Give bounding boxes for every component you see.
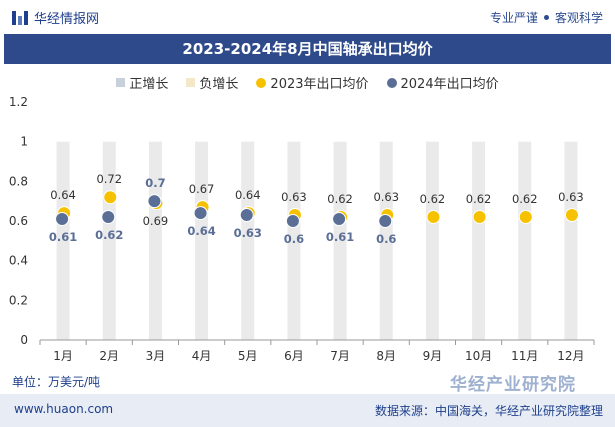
x-tick-label: 8月: [376, 349, 396, 363]
footer: www.huaon.com 数据来源：中国海关，华经产业研究院整理: [0, 394, 615, 427]
y-tick-label: 1.2: [9, 95, 28, 109]
point-2024: [285, 214, 300, 228]
data-label-2023: 0.62: [466, 192, 492, 206]
watermark-logo: 华经产业研究院: [450, 375, 576, 395]
data-label-2023: 0.63: [373, 190, 399, 204]
footer-url[interactable]: www.huaon.com: [14, 402, 114, 416]
slogan-left: 专业严谨: [489, 11, 538, 25]
x-tick-label: 7月: [330, 349, 350, 363]
legend: 正增长 负增长 2023年出口均价 2024年出口均价: [0, 73, 615, 92]
bar: [148, 141, 162, 340]
legend-swatch-2024: [386, 77, 397, 88]
x-tick-label: 6月: [284, 349, 304, 363]
point-2024: [101, 210, 116, 225]
y-tick-label: 0.4: [9, 254, 28, 268]
data-label-2023: 0.64: [235, 188, 261, 202]
x-tick-label: 4月: [192, 349, 212, 363]
bar: [333, 141, 347, 340]
data-label-2023: 0.62: [327, 192, 353, 206]
brand-name: 华经情报网: [34, 12, 100, 27]
bar: [518, 141, 532, 340]
data-label-2024: 0.61: [49, 230, 77, 244]
data-label-2023: 0.63: [558, 190, 584, 204]
x-tick-label: 1月: [53, 349, 73, 363]
point-2024: [55, 212, 70, 227]
data-label-2024: 0.62: [95, 228, 123, 242]
slogan-dot-icon: [543, 15, 549, 20]
point-2024: [147, 194, 162, 209]
chart-title: 2023-2024年8月中国轴承出口均价: [4, 34, 611, 64]
point-2023: [103, 190, 118, 205]
data-label-2024: 0.61: [326, 230, 354, 244]
bar: [287, 141, 301, 340]
point-2024: [193, 206, 208, 221]
legend-label-positive: 正增长: [129, 77, 169, 92]
data-label-2024: 0.63: [234, 226, 262, 240]
y-tick-label: 0.2: [9, 293, 28, 307]
unit-label: 单位：万美元/吨: [12, 375, 101, 389]
point-2023: [472, 210, 487, 225]
bar: [564, 141, 578, 340]
bar: [472, 141, 486, 340]
data-label-2023: 0.63: [281, 190, 307, 204]
data-label-2023: 0.67: [189, 182, 215, 196]
point-2023: [564, 208, 579, 223]
slogan: 专业严谨 客观科学: [490, 9, 603, 26]
bar: [425, 141, 439, 340]
data-label-2024: 0.64: [187, 224, 215, 238]
y-tick-label: 0.6: [9, 214, 28, 228]
legend-item-2024: 2024年出口均价: [386, 73, 499, 92]
data-label-2024: 0.6: [284, 232, 304, 246]
legend-item-positive: 正增长: [116, 73, 168, 92]
bar: [195, 141, 209, 340]
x-tick-label: 12月: [557, 349, 584, 363]
brand-logo-icon: [12, 10, 28, 25]
data-label-2023: 0.69: [143, 214, 169, 228]
point-2024: [378, 214, 393, 228]
data-label-2023: 0.62: [420, 192, 446, 206]
data-label-2024: 0.6: [376, 232, 396, 246]
x-tick-label: 3月: [146, 349, 166, 363]
legend-item-2023: 2023年出口均价: [256, 73, 369, 92]
y-tick-label: 1: [20, 135, 28, 149]
data-label-2023: 0.64: [50, 188, 76, 202]
legend-label-2024: 2024年出口均价: [400, 77, 499, 92]
legend-label-2023: 2023年出口均价: [270, 77, 369, 92]
bar: [241, 141, 255, 340]
legend-item-negative: 负增长: [186, 73, 238, 92]
point-2023: [426, 210, 441, 225]
point-2024: [239, 208, 254, 223]
data-label-2024: 0.7: [145, 176, 165, 190]
x-tick-label: 9月: [423, 349, 443, 363]
point-2024: [332, 212, 347, 227]
legend-swatch-2023: [256, 77, 267, 88]
legend-label-negative: 负增长: [199, 77, 239, 92]
slogan-right: 客观科学: [554, 11, 603, 25]
data-label-2023: 0.62: [512, 192, 538, 206]
data-label-2023: 0.72: [96, 172, 122, 186]
bar: [56, 141, 70, 340]
point-2023: [518, 210, 533, 225]
bar: [379, 141, 393, 340]
top-bar: 华经情报网 专业严谨 客观科学: [0, 0, 615, 34]
y-tick-label: 0.8: [9, 174, 28, 188]
x-tick-label: 11月: [511, 349, 538, 363]
x-tick-label: 5月: [238, 349, 258, 363]
legend-swatch-positive: [116, 78, 126, 87]
x-tick-label: 2月: [99, 349, 119, 363]
x-tick-label: 10月: [465, 349, 492, 363]
footer-source: 数据来源：中国海关，华经产业研究院整理: [374, 404, 603, 418]
brand: 华经情报网: [12, 8, 99, 27]
legend-swatch-negative: [186, 78, 196, 87]
y-tick-label: 0: [20, 333, 28, 347]
